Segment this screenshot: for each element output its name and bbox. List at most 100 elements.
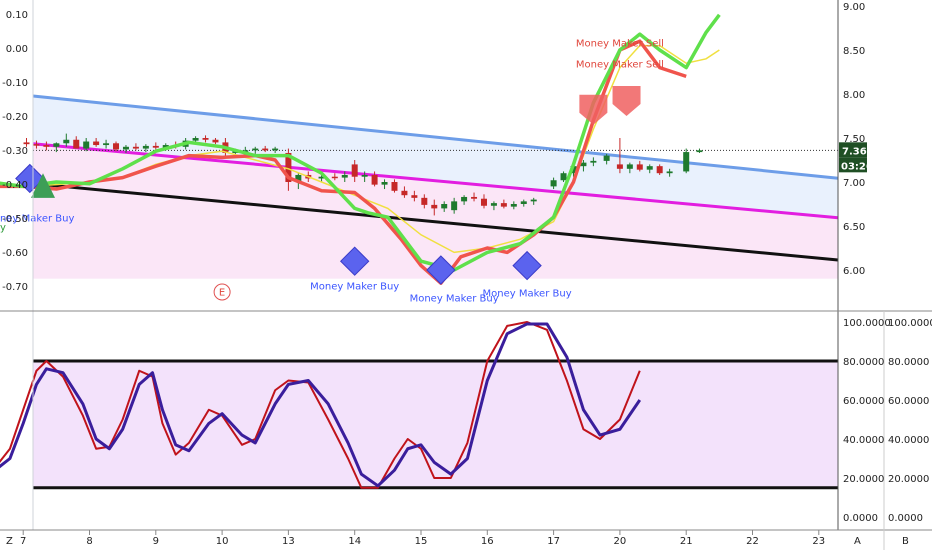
candle-body: [73, 139, 80, 149]
candle[interactable]: [202, 135, 209, 143]
candle[interactable]: [361, 171, 368, 182]
candle[interactable]: [262, 145, 269, 153]
candle[interactable]: [43, 141, 50, 151]
candle[interactable]: [550, 177, 557, 190]
oscillator-second-tick: 0.0000: [888, 513, 923, 524]
sell-flag-marker[interactable]: [612, 86, 641, 116]
candle-body: [590, 160, 597, 163]
candle[interactable]: [520, 199, 527, 207]
candle[interactable]: [93, 138, 100, 147]
earnings-marker[interactable]: [213, 283, 231, 301]
candle-body: [142, 145, 149, 149]
candle[interactable]: [122, 145, 129, 153]
right-price-tick: 8.00: [843, 90, 865, 101]
candle[interactable]: [646, 164, 653, 174]
candle-body: [295, 174, 302, 182]
red-trend-line[interactable]: [0, 39, 687, 285]
oscillator-second-tick: 20.0000: [888, 474, 929, 485]
candle[interactable]: [351, 160, 358, 182]
oscillator-right-tick: 0.0000: [843, 513, 878, 524]
buy-diamond-marker[interactable]: [512, 250, 542, 281]
candle[interactable]: [272, 146, 279, 153]
candle[interactable]: [152, 142, 159, 150]
signal-label: Money Maker Buy: [483, 288, 572, 299]
candle[interactable]: [53, 142, 60, 153]
candle[interactable]: [683, 148, 690, 174]
oscillator-slow-line[interactable]: [0, 322, 642, 488]
candle-body: [490, 203, 497, 206]
candle[interactable]: [212, 138, 219, 145]
time-tick: 13: [282, 536, 295, 547]
channel-lower-line[interactable]: [32, 182, 839, 262]
candle[interactable]: [480, 194, 487, 209]
lower-channel-fill: [33, 143, 838, 279]
candle[interactable]: [603, 153, 610, 165]
candle[interactable]: [461, 195, 468, 205]
candle[interactable]: [636, 160, 643, 172]
time-tick: 14: [348, 536, 361, 547]
oscillator-panel[interactable]: [0, 321, 838, 490]
candle-body: [192, 138, 199, 141]
candle[interactable]: [656, 164, 663, 175]
candle[interactable]: [510, 201, 517, 210]
candle[interactable]: [252, 146, 259, 154]
candle[interactable]: [560, 171, 567, 182]
shot-buy-triangle[interactable]: [31, 173, 55, 198]
candle[interactable]: [421, 194, 428, 209]
left-percent-tick: 0.00: [6, 44, 28, 55]
candle-body: [510, 204, 517, 207]
candle[interactable]: [590, 157, 597, 167]
candle-body: [580, 162, 587, 167]
candle[interactable]: [132, 143, 139, 151]
candle[interactable]: [391, 179, 398, 193]
time-tick: 9: [153, 536, 159, 547]
candle[interactable]: [696, 148, 703, 153]
candle[interactable]: [580, 160, 587, 172]
candle[interactable]: [63, 133, 70, 147]
candle-body: [103, 143, 110, 146]
buy-diamond-marker[interactable]: [15, 163, 45, 194]
channel-mid-line[interactable]: [32, 142, 839, 220]
candle[interactable]: [411, 190, 418, 202]
candle[interactable]: [530, 197, 537, 205]
candle[interactable]: [142, 144, 149, 153]
candle[interactable]: [331, 173, 338, 181]
candle[interactable]: [73, 136, 80, 149]
candle[interactable]: [33, 140, 40, 149]
footer-left-label: Z: [6, 536, 13, 547]
candle-body: [371, 174, 378, 185]
left-percent-tick: -0.30: [2, 146, 28, 157]
candle[interactable]: [371, 171, 378, 187]
candle[interactable]: [490, 201, 497, 211]
channel-upper-line[interactable]: [32, 94, 839, 180]
candle[interactable]: [441, 201, 448, 212]
candle[interactable]: [341, 171, 348, 182]
time-tick: 15: [415, 536, 428, 547]
buy-diamond-marker[interactable]: [426, 255, 456, 285]
candle[interactable]: [666, 168, 673, 177]
green-trend-line[interactable]: [0, 13, 721, 272]
buy-diamond-marker[interactable]: [339, 246, 370, 276]
candle-body: [626, 164, 633, 169]
oscillator-fast-line[interactable]: [0, 321, 641, 489]
right-price-tick: 7.50: [843, 134, 865, 145]
candle-body: [530, 199, 537, 202]
candle[interactable]: [626, 162, 633, 174]
candle-body: [696, 150, 703, 153]
candle-body: [646, 166, 653, 170]
candle[interactable]: [401, 186, 408, 198]
sell-flag-marker[interactable]: [579, 94, 608, 125]
candle[interactable]: [83, 138, 90, 152]
candle[interactable]: [23, 138, 30, 147]
candle[interactable]: [431, 199, 438, 216]
candle[interactable]: [103, 139, 110, 149]
candle[interactable]: [500, 199, 507, 209]
candle[interactable]: [616, 138, 623, 174]
candle[interactable]: [381, 179, 388, 190]
candle-body: [560, 173, 567, 181]
time-tick: 23: [812, 536, 825, 547]
candle[interactable]: [113, 141, 120, 152]
candle[interactable]: [471, 192, 478, 202]
candle[interactable]: [451, 197, 458, 214]
